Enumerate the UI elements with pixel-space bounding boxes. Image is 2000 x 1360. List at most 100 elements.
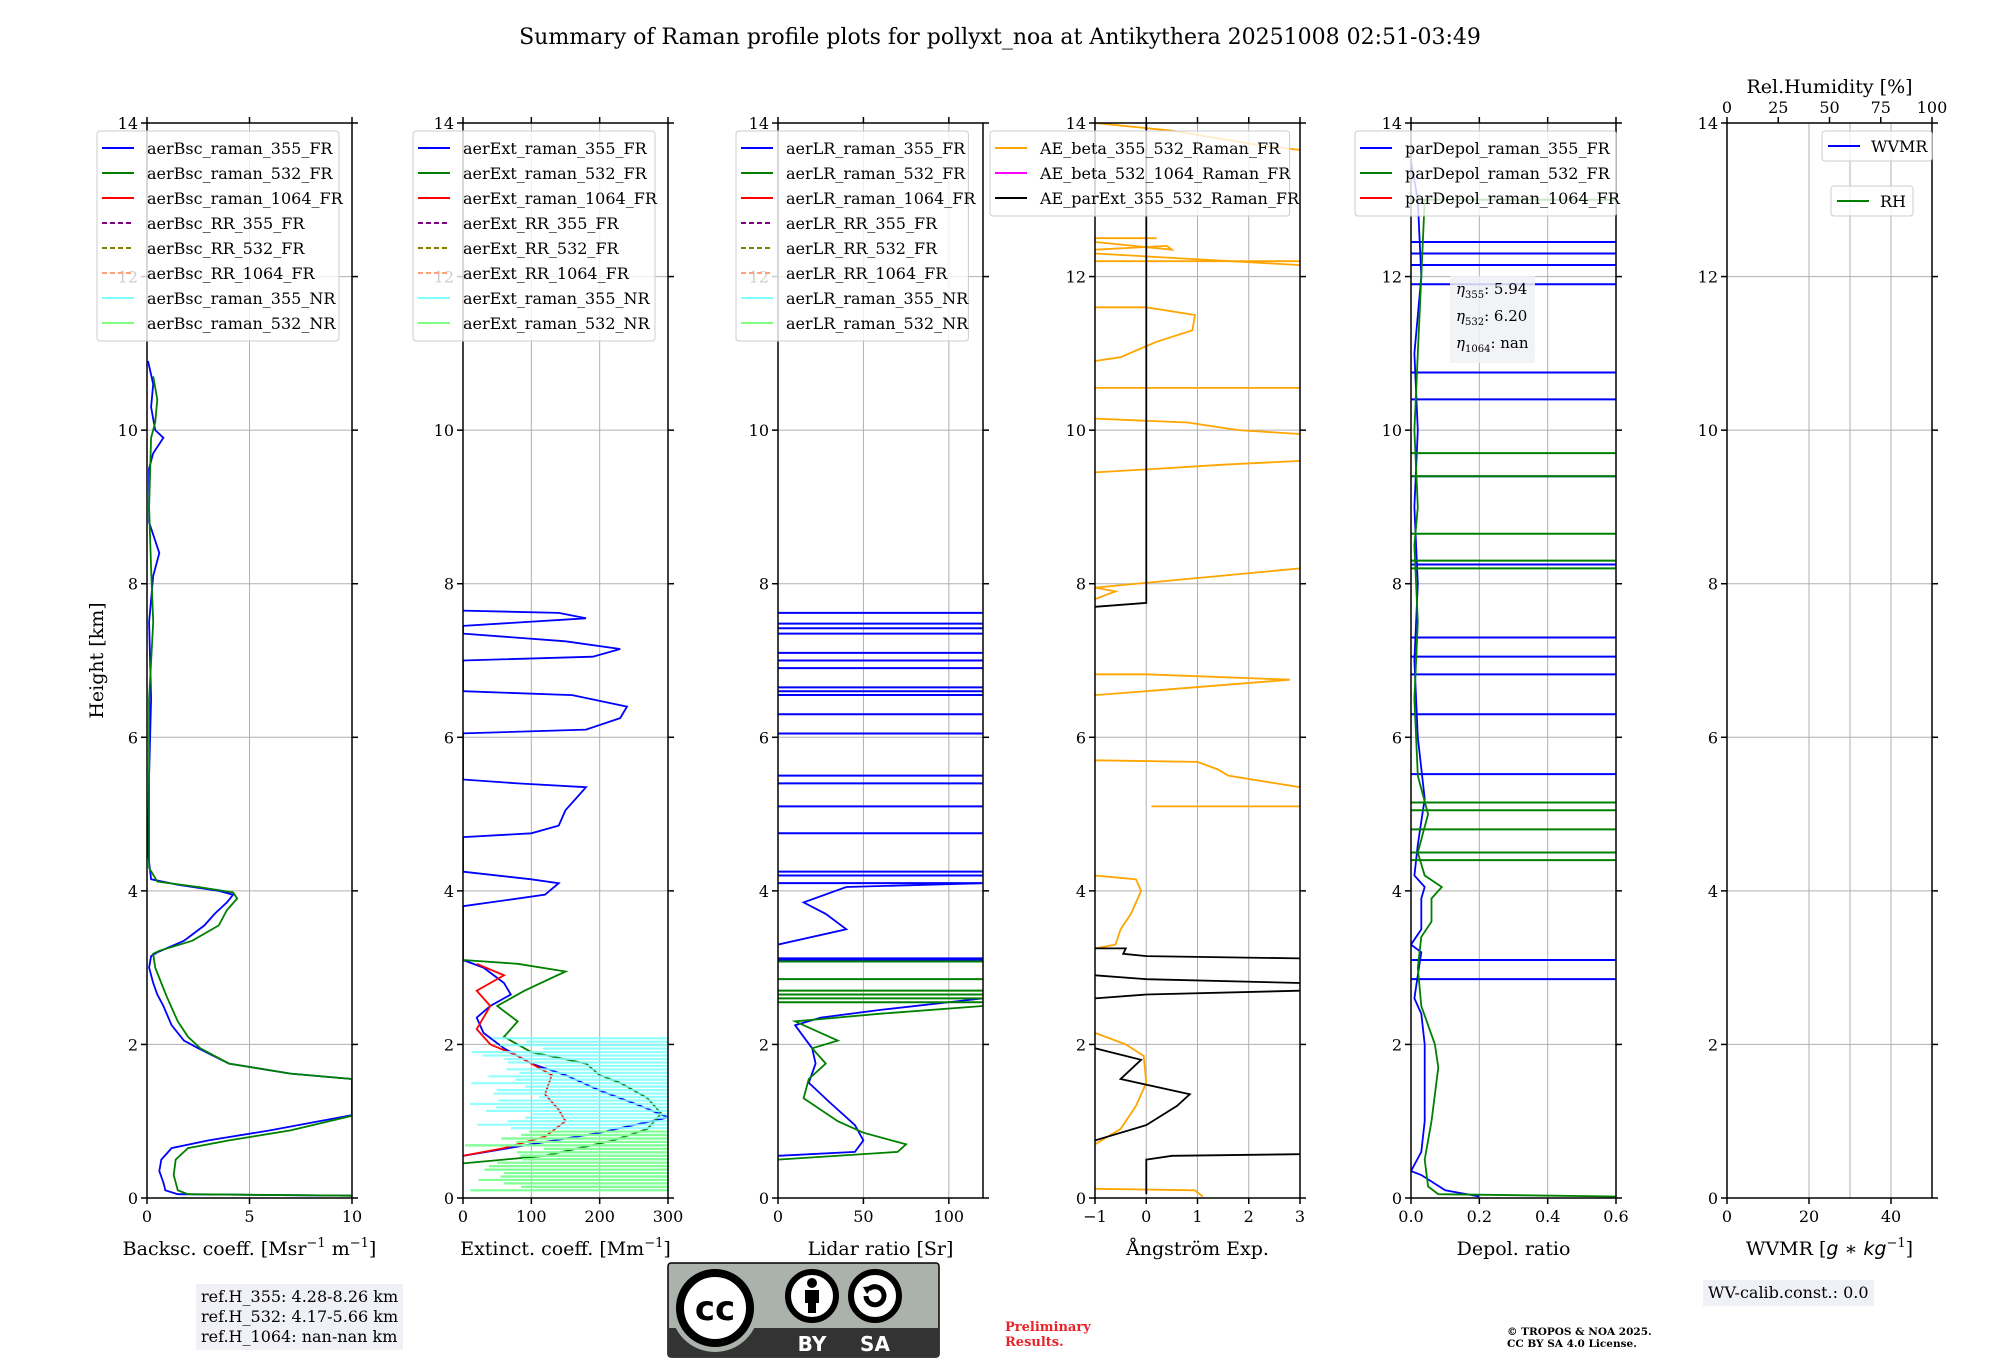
y-tick-label: 14 — [118, 114, 138, 133]
legend-frame — [1354, 130, 1617, 217]
top-x-tick-label: 0 — [1722, 98, 1732, 117]
y-tick-label: 6 — [1392, 728, 1402, 747]
eta-1064: η1064: nan — [1456, 334, 1529, 355]
x-tick-label: 0.2 — [1467, 1207, 1492, 1226]
axes-frame — [462, 122, 669, 1199]
y-tick-label: 8 — [759, 575, 769, 594]
legend-label: aerLR_raman_1064_FR — [786, 189, 976, 208]
x-axis-label-part: Backsc. coeff. [Msr — [123, 1238, 308, 1260]
panel-ext: 010020030002468101214Extinct. coeff. [Mm… — [412, 114, 684, 1260]
y-tick-label: 14 — [1382, 114, 1402, 133]
x-tick-label: 20 — [1799, 1207, 1819, 1226]
legend-label: aerBsc_raman_532_NR — [147, 314, 336, 333]
x-tick-label: 100 — [934, 1207, 965, 1226]
top-axis-label: Rel.Humidity [%] — [1746, 76, 1912, 98]
legend-label: aerExt_raman_355_FR — [463, 139, 648, 158]
legend-label: aerLR_RR_1064_FR — [786, 264, 948, 283]
preliminary-results-note: Preliminary Results. — [1005, 1320, 1091, 1350]
legend: aerBsc_raman_355_FR aerBsc_raman_532_FRae… — [96, 130, 344, 342]
eta-355: η355: 5.94 — [1456, 280, 1528, 301]
series-line-AE_parExt_355_532_Raman_FR — [1095, 947, 1300, 960]
series-line-AE_parExt_355_532_Raman_FR — [1145, 1153, 1300, 1195]
attribution-person-icon — [785, 1269, 839, 1323]
legend-frame — [96, 130, 340, 342]
data-layer — [778, 611, 983, 1161]
x-axis-label-part: ] — [1906, 1238, 1913, 1260]
y-tick-label: 10 — [434, 421, 454, 440]
x-axis-label-part: m — [326, 1238, 350, 1260]
series-line-AE_beta_355_532_Raman_FR — [1095, 241, 1176, 251]
top-x-tick-label: 50 — [1819, 98, 1839, 117]
x-tick-label: 300 — [653, 1207, 684, 1226]
cc-text: cc — [695, 1289, 735, 1329]
x-tick-label: 5 — [244, 1207, 254, 1226]
y-tick-label: 10 — [1698, 421, 1718, 440]
legend-label: aerLR_RR_355_FR — [786, 214, 938, 233]
legend-label: aerLR_RR_532_FR — [786, 239, 938, 258]
series-line-aerExt_raman_355_FR — [463, 609, 668, 1157]
y-tick-label: 14 — [434, 114, 454, 133]
cc-circle-icon — [676, 1269, 754, 1347]
license-by-label: BY — [798, 1332, 827, 1356]
data-layer — [147, 360, 352, 1197]
wv-calibration-box: WV-calib.const.: 0.0 — [1703, 1280, 1874, 1306]
x-axis-label-part: Extinct. coeff. [Mm — [460, 1238, 644, 1260]
y-tick-label: 2 — [759, 1035, 769, 1054]
x-tick-label: 0 — [773, 1207, 783, 1226]
y-tick-label: 2 — [1392, 1035, 1402, 1054]
cc-by-sa-license-logo: cc BY SA — [667, 1262, 940, 1358]
y-tick-label: 2 — [1076, 1035, 1086, 1054]
x-axis-label-part: −1 — [644, 1236, 663, 1251]
legend-label: aerExt_raman_532_NR — [463, 314, 651, 333]
legend-label: aerBsc_raman_532_FR — [147, 164, 333, 183]
x-tick-label: 0.4 — [1535, 1207, 1560, 1226]
series-line-AE_beta_355_532_Raman_FR — [1095, 252, 1300, 266]
y-tick-label: 12 — [1698, 268, 1718, 287]
legend-label: aerLR_raman_532_NR — [786, 314, 969, 333]
y-tick-label: 6 — [1708, 728, 1718, 747]
x-axis-label-part: ∗ — [1838, 1238, 1863, 1260]
legend-label: parDepol_raman_355_FR — [1405, 139, 1611, 158]
legend-frame — [1830, 185, 1914, 217]
x-tick-label: 1 — [1192, 1207, 1202, 1226]
y-tick-label: 8 — [128, 575, 138, 594]
legend-frame — [735, 130, 969, 342]
y-tick-label: 14 — [749, 114, 769, 133]
y-tick-label: 0 — [759, 1189, 769, 1208]
y-tick-label: 14 — [1066, 114, 1086, 133]
legend: AE_beta_355_532_Raman_FR AE_beta_532_1064… — [989, 130, 1300, 217]
series-line-AE_beta_355_532_Raman_FR — [1095, 673, 1290, 696]
legend-frame — [989, 130, 1291, 217]
legend-label: AE_parExt_355_532_Raman_FR — [1039, 189, 1300, 208]
y-tick-label: 6 — [128, 728, 138, 747]
series-line-AE_parExt_355_532_Raman_FR — [1095, 1047, 1192, 1142]
series-line-AE_beta_355_532_Raman_FR — [1095, 306, 1196, 362]
x-axis-label: Extinct. coeff. [Mm−1] — [460, 1236, 671, 1260]
x-tick-label: 0 — [458, 1207, 468, 1226]
y-tick-label: 6 — [1076, 728, 1086, 747]
top-x-tick-label: 75 — [1871, 98, 1891, 117]
y-tick-label: 6 — [759, 728, 769, 747]
y-tick-label: 4 — [759, 882, 769, 901]
y-tick-label: 0 — [1708, 1189, 1718, 1208]
y-tick-label: 0 — [444, 1189, 454, 1208]
series-line-aerExt_raman_532_FR — [463, 959, 663, 1165]
panel-bsc: 051002468101214Backsc. coeff. [Msr−1 m−1… — [86, 114, 376, 1260]
y-tick-label: 8 — [1392, 575, 1402, 594]
x-tick-label: 50 — [853, 1207, 873, 1226]
x-axis-label-part: −1 — [1887, 1236, 1906, 1251]
legend: aerExt_raman_355_FR aerExt_raman_532_FRae… — [412, 130, 658, 342]
y-tick-label: 12 — [1382, 268, 1402, 287]
legend-label: AE_beta_355_532_Raman_FR — [1039, 139, 1281, 158]
series-line-AE_beta_355_532_Raman_FR — [1095, 460, 1300, 474]
y-tick-label: 2 — [1708, 1035, 1718, 1054]
series-line-AE_parExt_355_532_Raman_FR — [1095, 974, 1300, 984]
y-tick-label: 10 — [749, 421, 769, 440]
series-line-parDepol_raman_532_FR — [1413, 199, 1616, 1198]
figure-title: Summary of Raman profile plots for polly… — [519, 25, 1481, 50]
copyright-note: © TROPOS & NOA 2025. CC BY SA 4.0 Licens… — [1507, 1326, 1652, 1350]
legend-label: RH — [1880, 192, 1906, 211]
y-tick-label: 10 — [118, 421, 138, 440]
series-line-aerBsc_raman_532_FR — [148, 376, 352, 1197]
series-line-parDepol_raman_355_FR — [1411, 161, 1480, 1198]
